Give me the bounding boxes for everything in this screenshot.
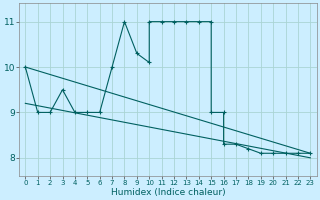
- X-axis label: Humidex (Indice chaleur): Humidex (Indice chaleur): [110, 188, 225, 197]
